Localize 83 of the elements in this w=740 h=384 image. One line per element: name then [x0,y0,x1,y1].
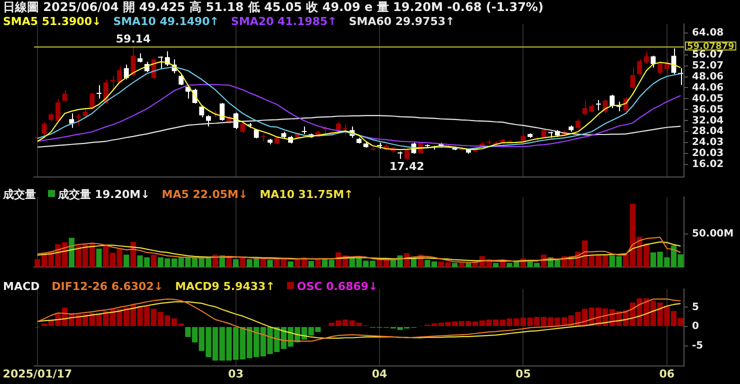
candlestick [616,101,622,112]
bar [240,257,246,267]
bar [226,256,232,267]
candlestick [90,92,95,110]
bar [288,261,294,267]
y-tick-label: 16.02 [692,159,724,170]
chart-title: MACD [3,280,40,293]
candlestick [76,112,81,126]
bar [260,258,266,267]
bar [212,254,218,267]
candlestick [62,89,68,102]
y-tick-label: 64.08 [692,27,724,38]
candlestick [575,118,580,130]
y-tick-label: 48.06 [692,71,724,82]
candlestick [342,124,348,136]
x-tick-label: 05 [516,367,531,380]
candlestick [124,64,129,80]
text: SMA20 41.1985↑ [231,15,337,28]
candlestick [596,99,601,111]
candlestick [220,102,225,122]
candlestick [637,58,642,76]
x-tick-label: 03 [228,367,244,380]
chart-title: 成交量 [3,188,36,201]
chart-title: 日線圖 2025/06/04 開 49.425 高 51.18 低 45.05 收 49.09 e 量 19.20M -0.68 (-1.37%) [3,0,544,14]
text: MA5 22.05M↓ [162,188,248,201]
annotation: 17.42 [389,160,424,174]
bar [493,262,499,267]
y-tick-label: 52.07 [692,60,724,72]
candlestick [664,58,670,74]
bar [458,262,464,267]
ref-line-label: 59.07879 [687,42,734,52]
candlestick [96,84,102,100]
text: SMA60 29.9753↑ [348,15,455,28]
legend-label: OSC 0.6869↓ [296,280,378,293]
bar [150,254,157,267]
candlestick [240,122,246,134]
y-tick-label: 32.04 [692,115,724,126]
bar [308,260,314,267]
y-tick-label: 24.03 [692,137,724,148]
candlestick [610,94,615,109]
y-tick-label: 50.00M [692,228,734,240]
candlestick [404,148,410,162]
candlestick [110,75,116,90]
candlestick [206,114,211,128]
candlestick [158,56,164,70]
bar [124,254,130,267]
bar [68,238,74,267]
candlestick [630,67,636,90]
text: SMA10 49.1490↑ [113,15,220,28]
y-tick-label: 20.03 [692,148,724,160]
candlestick [138,52,143,63]
text: MA10 31.75M↑ [260,188,354,201]
candlestick [117,66,122,84]
legend-label: 成交量 19.20M↓ [57,188,150,201]
y-tick-label: 0 [692,321,699,332]
bar [96,248,102,267]
x-tick-label: 04 [372,367,388,380]
candlestick [644,50,649,64]
candlestick [650,55,656,68]
series-label: MACD9 5.9433↑ [175,280,275,293]
candlestick [658,60,663,75]
candlestick [42,122,47,136]
x-tick-label: 2025/01/17 [2,367,72,380]
candlestick [130,46,136,77]
text: SMA5 51.3900↓ [3,15,102,28]
y-tick-label: 44.06 [692,82,724,94]
y-tick-label: 56.07 [692,49,724,60]
bar [500,261,506,267]
y-tick-label: 36.05 [692,104,724,116]
candlestick [69,112,74,128]
y-tick-label: 28.04 [692,126,724,138]
y-tick-label: -5 [692,340,704,352]
x-tick-label: 06 [659,367,675,380]
bar [452,262,458,267]
candlestick [55,98,60,122]
bar [267,260,273,267]
bar [466,262,472,267]
y-tick-label: 40.05 [692,93,724,104]
annotation: 59.14 [116,32,151,46]
bar [233,259,239,267]
candlestick [178,74,184,86]
y-tick-label: 5 [692,302,699,313]
series-label: DIF12-26 6.6302↓ [52,280,164,293]
